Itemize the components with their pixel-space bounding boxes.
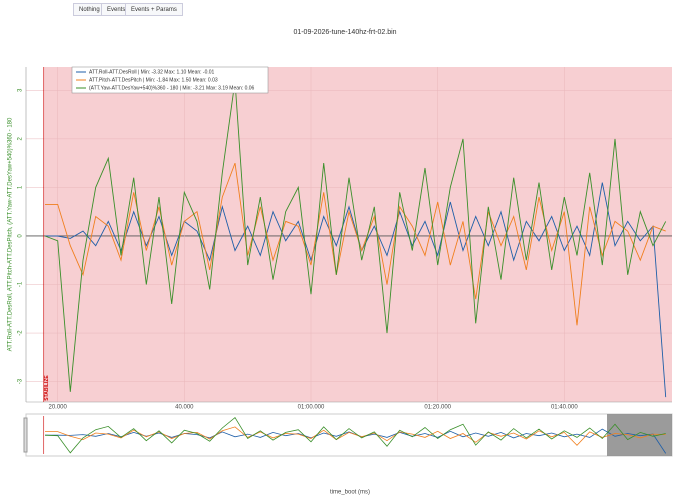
y-tick-label: 0	[18, 234, 24, 238]
x-tick-label: 01:40.000	[551, 405, 578, 411]
range-slider-shade	[607, 414, 672, 456]
y-tick-label: -1	[18, 281, 24, 287]
slider-line	[45, 426, 666, 446]
x-tick-label: 40.000	[175, 405, 194, 411]
legend-label: (ATT.Yaw-ATT.DesYaw+540)%360 - 180 | Min…	[89, 85, 255, 91]
x-tick-label: 01:00.000	[298, 405, 325, 411]
y-tick-label: 2	[18, 137, 24, 141]
series-line	[45, 162, 666, 326]
slider-line	[44, 416, 666, 454]
series-line	[45, 182, 667, 398]
y-tick-label: -2	[18, 330, 24, 336]
range-slider[interactable]	[25, 413, 673, 457]
x-tick-label: 20.000	[48, 405, 67, 411]
y-axis-label: ATT.Roll-ATT.DesRoll, ATT.Pitch-ATT.DesP…	[8, 117, 14, 351]
event-label: STABILIZE	[44, 375, 50, 401]
x-tick-label: 01:20.000	[424, 405, 451, 411]
y-tick-label: 1	[18, 185, 24, 189]
legend-label: ATT.Pitch-ATT.DesPitch | Min: -1.84 Max:…	[89, 77, 218, 83]
y-tick-label: 3	[18, 88, 24, 92]
y-tick-label: -3	[18, 378, 24, 384]
x-axis-label: time_boot (ms)	[330, 490, 370, 496]
legend	[71, 66, 269, 94]
chart-title: 01-09-2026-tune-140hz-frt-02.bin	[293, 29, 396, 36]
legend-label: ATT.Roll-ATT.DesRoll | Min: -3.32 Max: 1…	[89, 69, 215, 75]
range-handle[interactable]	[23, 417, 28, 453]
button[interactable]: Events + Params	[125, 3, 183, 16]
series-line	[44, 81, 667, 392]
